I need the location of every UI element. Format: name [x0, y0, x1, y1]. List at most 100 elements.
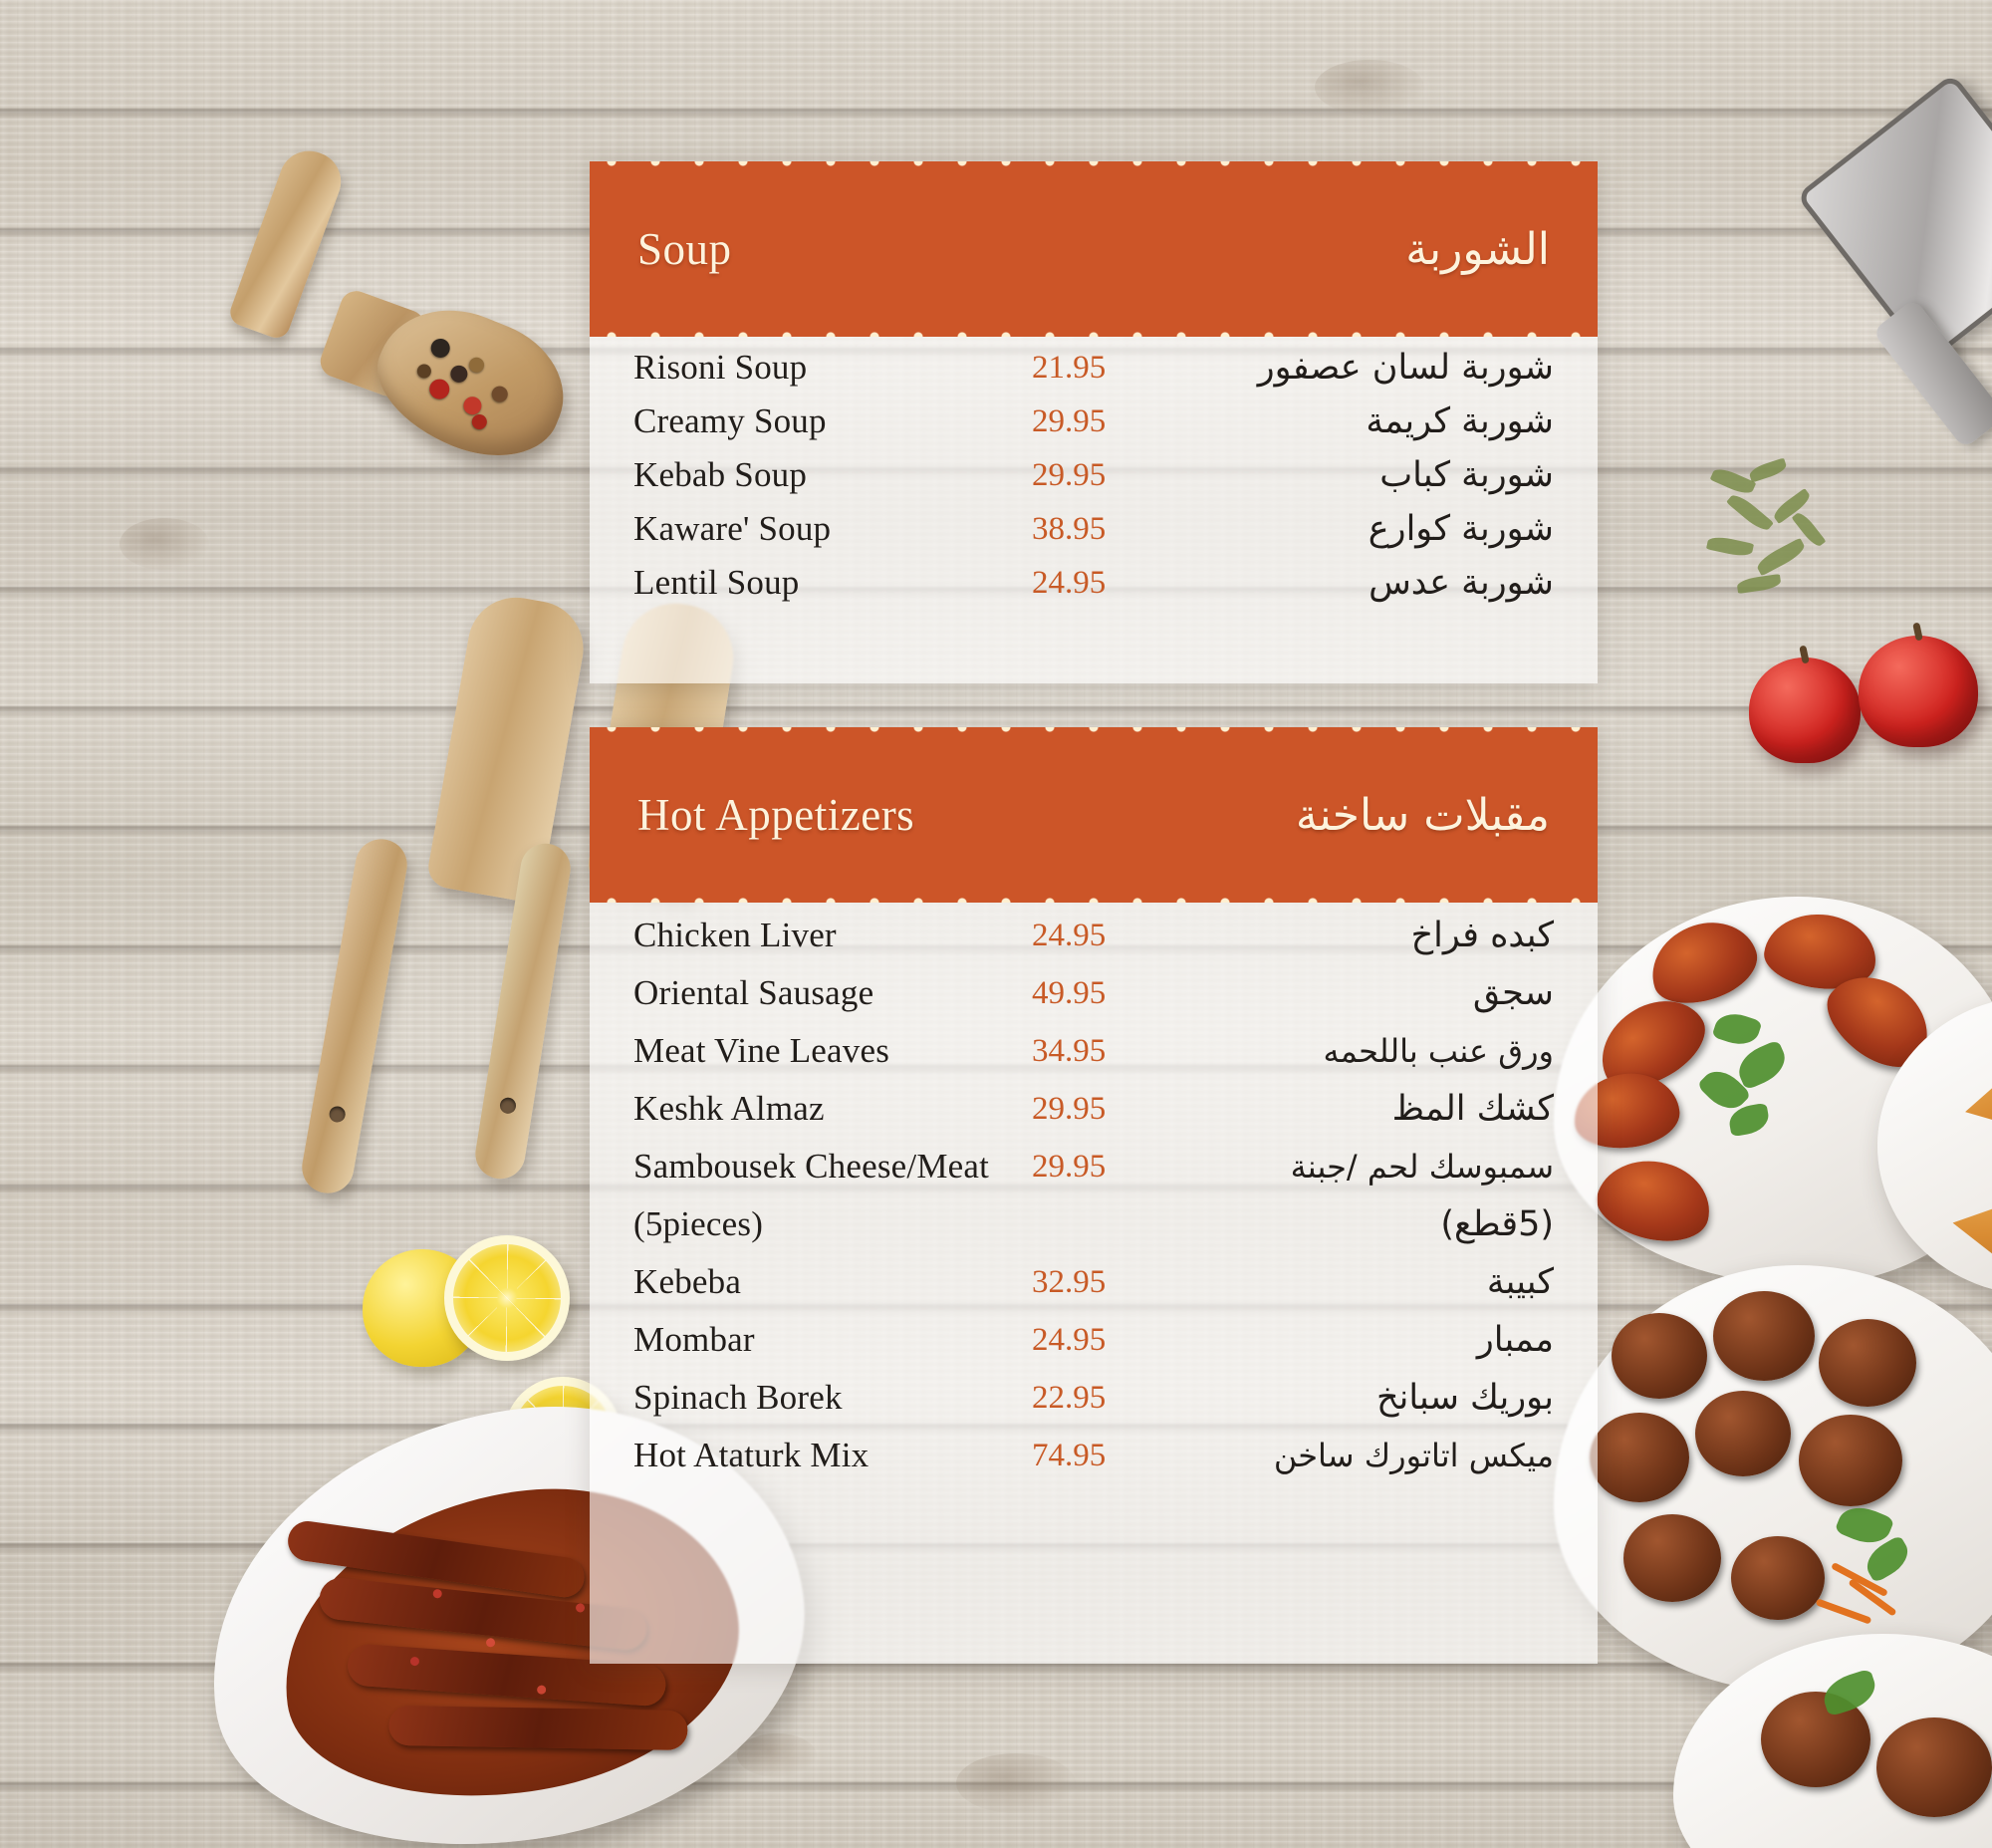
meat-piece — [1876, 1717, 1992, 1817]
parsley-garnish — [1732, 1039, 1792, 1091]
carrot-garnish — [1815, 1598, 1872, 1625]
item-price: 74.95 — [1032, 1437, 1107, 1473]
item-name-ar: ورق عنب باللحمه — [1323, 1032, 1554, 1070]
herb-leaf — [1726, 490, 1774, 535]
ornament-border-top — [590, 727, 1598, 769]
menu-section-hot-appetizers: Hot Appetizers مقبلات ساخنة Chicken Live… — [590, 727, 1598, 1664]
menu-item-row[interactable]: Keshk Almaz 29.95 كشك المظ — [590, 1080, 1598, 1138]
menu-section-soup: Soup الشوربة Risoni Soup 21.95 شوربة لسا… — [590, 161, 1598, 683]
item-name-ar: كبده فراخ — [1410, 916, 1554, 955]
menu-item-row[interactable]: Creamy Soup 29.95 شوربة كريمة — [590, 395, 1598, 448]
item-name-en: Kebab Soup — [633, 455, 808, 494]
meatball — [1819, 1319, 1916, 1407]
item-name-ar: (5قطع) — [1440, 1204, 1554, 1244]
item-name-en: Keshk Almaz — [633, 1089, 825, 1128]
item-name-ar: شوربة لسان عصفور — [1257, 348, 1554, 388]
item-name-en: Spinach Borek — [633, 1378, 843, 1417]
item-price: 24.95 — [1032, 917, 1107, 953]
item-price: 29.95 — [1032, 1148, 1107, 1185]
item-name-ar: شوربة كباب — [1379, 455, 1554, 495]
meatball — [1713, 1291, 1815, 1381]
parsley-garnish — [1819, 1668, 1880, 1717]
menu-item-row[interactable]: Hot Ataturk Mix 74.95 ميكس اتاتورك ساخن — [590, 1427, 1598, 1484]
herb-leaf — [1709, 464, 1757, 498]
item-name-ar: سمبوسك لحم /جبنة — [1290, 1148, 1554, 1186]
meatball — [1695, 1391, 1791, 1476]
samosa-piece — [1962, 1031, 1992, 1153]
wood-knot — [1315, 60, 1424, 115]
item-name-ar: شوربة عدس — [1369, 563, 1554, 603]
ornament-border-top — [590, 161, 1598, 203]
item-name-ar: سجق — [1472, 973, 1554, 1013]
peppercorn — [485, 1637, 496, 1648]
item-name-en: Kaware' Soup — [633, 509, 832, 548]
peppercorn — [426, 376, 453, 402]
wood-knot — [737, 1733, 817, 1777]
red-apple — [1859, 622, 1978, 747]
menu-item-row[interactable]: Kebeba 32.95 كبيبة — [590, 1253, 1598, 1311]
menu-item-row[interactable]: Kaware' Soup 38.95 شوربة كوارع — [590, 502, 1598, 556]
item-price: 32.95 — [1032, 1263, 1107, 1300]
ornament-border-bottom — [590, 861, 1598, 903]
menu-item-row[interactable]: Risoni Soup 21.95 شوربة لسان عصفور — [590, 341, 1598, 395]
peppercorn — [469, 411, 490, 432]
spatula-hole — [328, 1105, 347, 1124]
item-price: 22.95 — [1032, 1379, 1107, 1416]
ornament-border-bottom — [590, 295, 1598, 337]
herb-leaf — [1747, 457, 1789, 483]
item-price: 29.95 — [1032, 402, 1107, 439]
item-name-en: Oriental Sausage — [633, 973, 874, 1012]
menu-item-row[interactable]: Spinach Borek 22.95 بوريك سبانخ — [590, 1369, 1598, 1427]
item-name-en: Kebeba — [633, 1262, 742, 1301]
item-name-en: Lentil Soup — [633, 563, 800, 602]
meatball — [1799, 1415, 1902, 1506]
item-name-en: Hot Ataturk Mix — [633, 1436, 870, 1474]
menu-item-row-subnote[interactable]: (5pieces) (5قطع) — [590, 1195, 1598, 1253]
item-name-en: Meat Vine Leaves — [633, 1031, 890, 1070]
meatball — [1590, 1413, 1689, 1502]
meatball-plate — [1554, 1265, 1992, 1694]
item-price: 29.95 — [1032, 456, 1107, 493]
menu-item-row[interactable]: Chicken Liver 24.95 كبده فراخ — [590, 907, 1598, 964]
peppercorn — [427, 336, 453, 361]
parsley-garnish — [1711, 1007, 1763, 1051]
meatball — [1731, 1536, 1825, 1620]
item-name-ar: ميكس اتاتورك ساخن — [1273, 1437, 1554, 1474]
item-name-ar: ممبار — [1476, 1320, 1554, 1360]
menu-item-row[interactable]: Meat Vine Leaves 34.95 ورق عنب باللحمه — [590, 1022, 1598, 1080]
item-price: 49.95 — [1032, 974, 1107, 1011]
herb-leaf — [1754, 537, 1808, 577]
item-name-ar: بوريك سبانخ — [1376, 1378, 1554, 1418]
item-name-en: Creamy Soup — [633, 401, 827, 440]
item-name-en: (5pieces) — [633, 1204, 764, 1243]
menu-item-row[interactable]: Lentil Soup 24.95 شوربة عدس — [590, 556, 1598, 610]
item-name-ar: شوربة كريمة — [1366, 401, 1554, 441]
peppercorn — [466, 355, 487, 376]
dried-herbs — [1693, 453, 1863, 628]
section-title-en: Soup — [637, 224, 732, 274]
menu-item-row[interactable]: Sambousek Cheese/Meat 29.95 سمبوسك لحم /… — [590, 1138, 1598, 1195]
menu-item-row[interactable]: Kebab Soup 29.95 شوربة كباب — [590, 448, 1598, 502]
section-title-ar: مقبلات ساخنة — [1295, 789, 1550, 841]
menu-items-soup: Risoni Soup 21.95 شوربة لسان عصفور Cream… — [590, 337, 1598, 620]
menu-item-row[interactable]: Mombar 24.95 ممبار — [590, 1311, 1598, 1369]
meatball — [1623, 1514, 1721, 1602]
section-header-hot-appetizers: Hot Appetizers مقبلات ساخنة — [590, 769, 1598, 861]
menu-item-row[interactable]: Oriental Sausage 49.95 سجق — [590, 964, 1598, 1022]
wood-knot — [120, 518, 209, 570]
herb-leaf — [1705, 534, 1755, 559]
item-price: 38.95 — [1032, 510, 1107, 547]
peppercorn — [447, 363, 470, 386]
section-title-ar: الشوربة — [1405, 223, 1550, 275]
item-price: 21.95 — [1032, 349, 1107, 386]
menu-items-hot-appetizers: Chicken Liver 24.95 كبده فراخ Oriental S… — [590, 903, 1598, 1494]
spatula-hole — [498, 1096, 518, 1115]
item-name-en: Sambousek Cheese/Meat — [633, 1147, 990, 1186]
item-name-en: Mombar — [633, 1320, 755, 1359]
item-name-en: Risoni Soup — [633, 348, 808, 387]
lemon-half — [444, 1235, 570, 1361]
peppercorn — [414, 362, 433, 381]
red-apple — [1749, 645, 1861, 763]
item-name-ar: كشك المظ — [1391, 1089, 1554, 1129]
wood-knot — [956, 1753, 1076, 1813]
